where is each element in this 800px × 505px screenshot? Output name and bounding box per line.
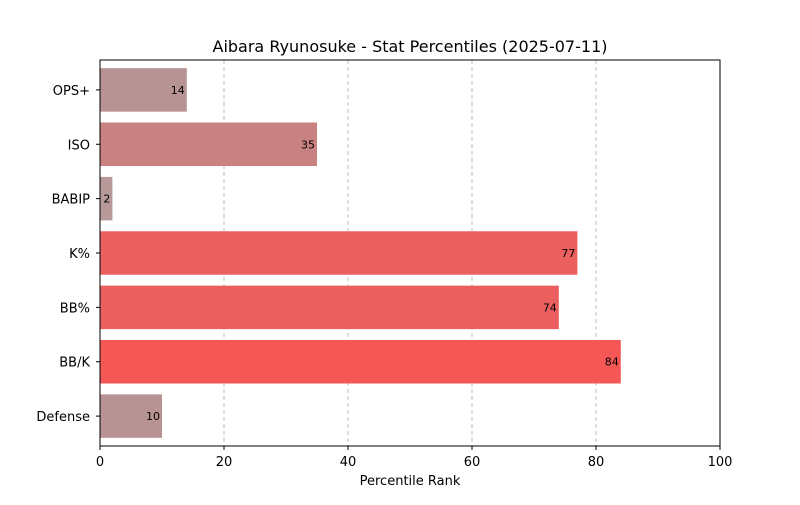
x-tick-label-80: 80 <box>588 455 605 470</box>
x-tick-label-20: 20 <box>216 455 233 470</box>
data-label-iso: 35 <box>301 138 315 151</box>
y-tick-label-defense: Defense <box>36 410 90 425</box>
bar-ops <box>100 68 187 112</box>
data-label-ops: 14 <box>171 84 185 97</box>
data-labels: 14 35 2 77 74 84 10 <box>103 84 618 423</box>
chart-title: Aibara Ryunosuke - Stat Percentiles (202… <box>213 37 608 56</box>
bar-iso <box>100 122 317 167</box>
data-label-bb: 74 <box>543 301 557 314</box>
bar-k <box>100 231 578 275</box>
data-label-babip: 2 <box>103 193 110 206</box>
x-tick-label-0: 0 <box>96 455 104 470</box>
x-tick-label-40: 40 <box>340 455 357 470</box>
x-tick-label-60: 60 <box>464 455 481 470</box>
data-label-defense: 10 <box>146 410 160 423</box>
bar-babip <box>100 176 113 221</box>
y-tick-label-ops: OPS+ <box>53 84 90 99</box>
bar-bb-k <box>100 339 621 384</box>
y-tick-label-babip: BABIP <box>52 193 91 208</box>
plot-area-frame <box>99 59 721 447</box>
y-tick-label-bb-k: BB/K <box>59 356 90 371</box>
y-tick-label-k: K% <box>69 247 90 262</box>
bars <box>100 68 621 438</box>
x-tick-label-100: 100 <box>708 455 733 470</box>
x-axis-label: Percentile Rank <box>360 474 461 489</box>
data-label-bb-k: 84 <box>605 356 619 369</box>
y-axis-ticks: OPS+ ISO BABIP K% BB% BB/K Defense <box>36 84 100 425</box>
bar-bb <box>100 285 559 330</box>
x-axis-ticks: 0 20 40 60 80 100 <box>96 446 733 470</box>
y-tick-label-bb: BB% <box>60 301 90 316</box>
data-label-k: 77 <box>561 247 575 260</box>
bar-defense <box>100 394 162 438</box>
y-tick-label-iso: ISO <box>68 138 90 153</box>
